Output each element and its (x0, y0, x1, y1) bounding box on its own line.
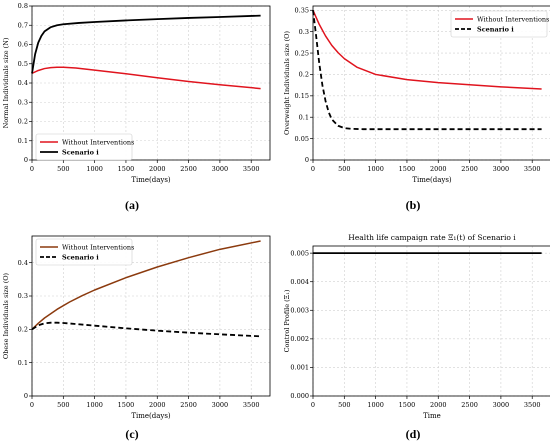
y-tick-label: 0.6 (18, 41, 28, 49)
y-tick-label: 0.25 (295, 49, 309, 57)
chart-panel-4: 0 500 1000 1500 2000 2500 3000 3500 0.000 0.001 0.… (283, 233, 550, 420)
x-tick-label: 3500 (243, 401, 260, 409)
legend-label: Scenario i (62, 148, 99, 156)
legend: Without Interventions Scenario i (35, 133, 134, 161)
legend-label: Without Interventions (62, 243, 134, 251)
y-tick-label: 0.002 (290, 335, 309, 343)
series-line-1 (312, 9, 542, 90)
x-tick-label: 1000 (86, 165, 103, 173)
x-tick-label: 2500 (461, 401, 478, 409)
y-tick-label: 0.4 (18, 259, 28, 267)
y-tick-label: 0.05 (295, 135, 309, 143)
x-tick-label: 1000 (86, 401, 103, 409)
series-line-2 (312, 10, 542, 131)
x-tick-label: 3500 (524, 165, 541, 173)
x-tick-label: 1500 (118, 401, 135, 409)
x-tick-label: 2000 (430, 165, 447, 173)
chart-panel-2: 0 500 1000 1500 2000 2500 3000 3500 0 0.05 0.1 0.15… (283, 5, 550, 184)
caption-d: (d) (405, 427, 421, 441)
x-tick-label: 2500 (461, 165, 478, 173)
y-tick-label: 0.000 (290, 392, 309, 400)
caption-b: (b) (405, 198, 421, 212)
chart-panel-3: 0 500 1000 1500 2000 2500 3000 3500 0 0.1 0.2 0.3 0.… (2, 235, 271, 420)
x-tick-label: 1000 (367, 165, 384, 173)
y-tick-label: 0.8 (18, 2, 28, 10)
x-tick-label: 3000 (212, 165, 229, 173)
y-tick-label: 0.1 (299, 113, 309, 121)
legend-box (35, 133, 133, 161)
plot-frame (312, 245, 550, 397)
x-tick-label: 0 (311, 165, 315, 173)
y-tick-label: 0.004 (290, 278, 309, 286)
x-tick-label: 500 (57, 401, 69, 409)
x-tick-label: 2000 (430, 401, 447, 409)
x-tick-label: 3000 (493, 165, 510, 173)
y-tick-label: 0.7 (18, 21, 28, 29)
x-axis-label: Time(days) (131, 412, 171, 420)
y-axis-label: Control Profile (Ξ₁) (283, 289, 291, 352)
y-axis-label: Overweight Individuals size (O) (283, 31, 291, 136)
legend-label: Scenario i (62, 253, 99, 261)
chart-panel-1: 0 500 1000 1500 2000 2500 3000 3500 0 0.1 0.2 0.3 0.… (2, 2, 271, 184)
series-line-2 (31, 321, 261, 338)
x-tick-label: 2000 (149, 401, 166, 409)
y-tick-label: 0.001 (290, 364, 309, 372)
x-tick-label: 3000 (212, 401, 229, 409)
y-tick-label: 0.005 (290, 249, 309, 257)
x-tick-label: 1500 (118, 165, 135, 173)
y-tick-label: 0.1 (18, 359, 28, 367)
x-axis-label: Time(days) (131, 176, 171, 184)
x-tick-label: 500 (338, 165, 350, 173)
y-tick-label: 0.2 (18, 118, 28, 126)
y-axis-label: Normal Individuals size (N) (2, 37, 10, 128)
x-tick-label: 2000 (149, 165, 166, 173)
x-tick-label: 0 (30, 401, 34, 409)
y-tick-label: 0.35 (295, 6, 309, 14)
y-tick-label: 0.5 (18, 60, 28, 68)
y-tick-label: 0.3 (18, 98, 28, 106)
x-tick-label: 3000 (493, 401, 510, 409)
x-tick-label: 1000 (367, 401, 384, 409)
x-tick-label: 500 (57, 165, 69, 173)
x-tick-label: 1500 (399, 165, 416, 173)
y-tick-label: 0.15 (295, 92, 309, 100)
x-tick-label: 2500 (180, 165, 197, 173)
legend-label: Without Interventions (62, 138, 134, 146)
caption-a: (a) (125, 198, 139, 212)
plot-frame (312, 5, 550, 161)
y-tick-label: 0 (305, 156, 309, 164)
x-tick-label: 3500 (524, 401, 541, 409)
x-tick-label: 500 (338, 401, 350, 409)
legend: Without Interventions Scenario i (35, 238, 134, 266)
y-axis-label: Obese Individuals size (O) (2, 272, 10, 359)
y-tick-label: 0.2 (18, 326, 28, 334)
x-tick-label: 0 (30, 165, 34, 173)
x-tick-label: 0 (311, 401, 315, 409)
y-tick-label: 0 (24, 392, 28, 400)
legend-label: Without Interventions (477, 15, 549, 23)
y-tick-label: 0 (24, 156, 28, 164)
x-axis-label: Time (423, 412, 441, 420)
x-axis-label: Time(days) (412, 176, 452, 184)
y-tick-label: 0.3 (299, 28, 309, 36)
series-line-2 (31, 14, 261, 74)
x-tick-label: 3500 (243, 165, 260, 173)
caption-c: (c) (125, 427, 139, 441)
x-tick-label: 2500 (180, 401, 197, 409)
legend-label: Scenario i (477, 25, 514, 33)
series-line-1 (31, 240, 261, 330)
legend-box (35, 238, 133, 266)
legend: Without Interventions Scenario i (450, 10, 549, 38)
x-tick-label: 1500 (399, 401, 416, 409)
y-tick-label: 0.4 (18, 79, 28, 87)
y-tick-label: 0.2 (299, 71, 309, 79)
y-tick-label: 0.3 (18, 292, 28, 300)
series-line-1 (31, 66, 261, 90)
plot-frame (31, 235, 271, 397)
chart-title: Health life campaign rate Ξ₁(t) of Scena… (348, 233, 516, 242)
legend-box (450, 10, 548, 38)
y-tick-label: 0.1 (18, 137, 28, 145)
y-tick-label: 0.003 (290, 306, 309, 314)
